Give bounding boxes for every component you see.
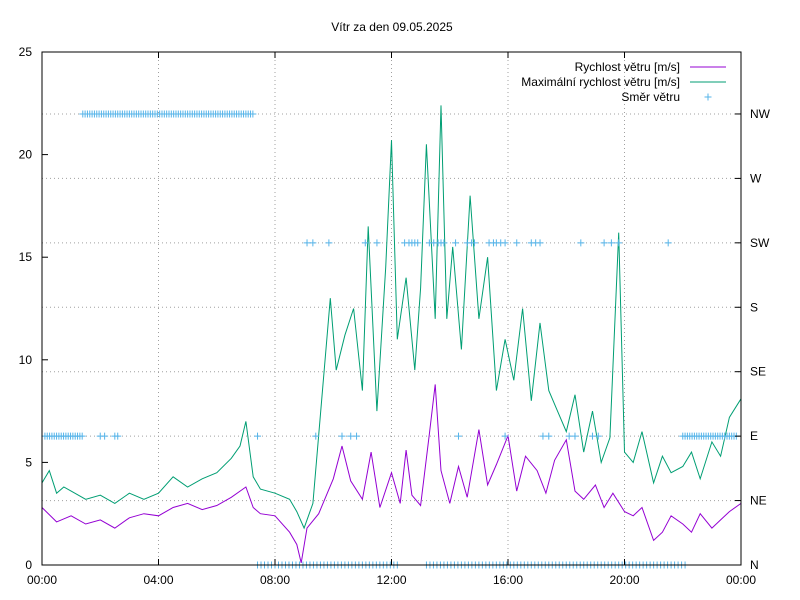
direction-point: [615, 239, 623, 247]
direction-point: [114, 432, 122, 440]
direction-point: [545, 432, 553, 440]
chart-title: Vítr za den 09.05.2025: [331, 20, 453, 34]
direction-point: [254, 432, 262, 440]
direction-point: [571, 432, 579, 440]
y2-tick-label: SW: [750, 236, 770, 250]
direction-point: [101, 432, 109, 440]
direction-point: [577, 239, 585, 247]
y-tick-label: 25: [19, 45, 33, 59]
legend-label: Maximální rychlost větru [m/s]: [521, 75, 680, 89]
direction-point: [471, 239, 479, 247]
direction-point: [414, 239, 422, 247]
x-tick-label: 12:00: [376, 573, 406, 587]
x-tick-label: 04:00: [143, 573, 173, 587]
direction-point: [338, 432, 346, 440]
direction-point: [594, 432, 602, 440]
axes: 00:00 04:00 08:00 12:00 16:00 20:00 00:0005101…: [19, 45, 771, 587]
legend: Rychlost větru [m/s]Maximální rychlost v…: [521, 60, 726, 104]
y-tick-label: 10: [19, 353, 33, 367]
direction-point: [325, 239, 333, 247]
series-points-2: [41, 110, 740, 569]
y-tick-label: 0: [25, 558, 32, 572]
direction-point: [664, 239, 672, 247]
direction-point: [309, 239, 317, 247]
y2-tick-label: E: [750, 429, 758, 443]
y2-tick-label: NW: [750, 107, 771, 121]
direction-point: [440, 239, 448, 247]
direction-point: [513, 239, 521, 247]
legend-label: Rychlost větru [m/s]: [575, 60, 680, 74]
y-tick-label: 20: [19, 148, 33, 162]
legend-swatch: [704, 93, 712, 101]
direction-point: [249, 110, 257, 118]
y2-tick-label: SE: [750, 365, 766, 379]
y2-tick-label: NE: [750, 494, 767, 508]
direction-point: [536, 239, 544, 247]
direction-point: [312, 432, 320, 440]
direction-point: [361, 239, 369, 247]
direction-point: [353, 432, 361, 440]
y-tick-label: 15: [19, 250, 33, 264]
x-tick-label: 16:00: [493, 573, 523, 587]
x-tick-label: 00:00: [726, 573, 756, 587]
direction-point: [607, 239, 615, 247]
x-tick-label: 08:00: [260, 573, 290, 587]
direction-point: [501, 432, 509, 440]
series-line-1: [41, 105, 742, 530]
series-line-0: [41, 384, 742, 564]
y-tick-label: 5: [25, 455, 32, 469]
direction-point: [452, 239, 460, 247]
direction-point: [600, 239, 608, 247]
y2-tick-label: N: [750, 558, 759, 572]
legend-label: Směr větru: [621, 90, 680, 104]
y2-tick-label: S: [750, 300, 758, 314]
direction-point: [373, 239, 381, 247]
direction-point: [454, 432, 462, 440]
plot-area: [41, 105, 742, 569]
x-tick-label: 20:00: [609, 573, 639, 587]
grid: [42, 52, 741, 565]
direction-point: [78, 432, 86, 440]
direction-point: [501, 239, 509, 247]
y2-tick-label: W: [750, 171, 762, 185]
x-tick-label: 00:00: [27, 573, 57, 587]
